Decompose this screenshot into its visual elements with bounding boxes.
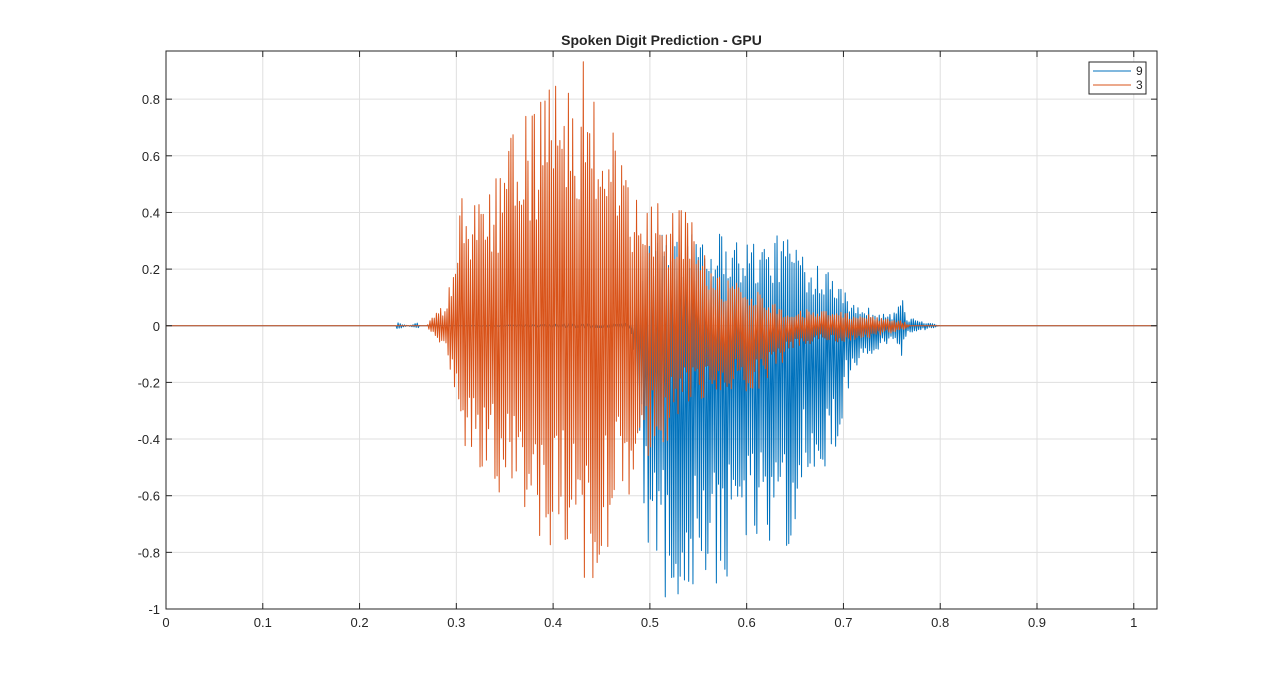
x-tick-label: 0.4 <box>544 615 562 630</box>
plot-area <box>165 50 1158 610</box>
y-tick-label: -0.8 <box>138 545 160 560</box>
x-tick-label: 0.9 <box>1028 615 1046 630</box>
y-tick-label: -0.2 <box>138 375 160 390</box>
x-tick-label: 0.7 <box>834 615 852 630</box>
x-tick-label: 0.2 <box>351 615 369 630</box>
y-tick-label: -0.4 <box>138 432 160 447</box>
x-tick-label: 0 <box>162 615 169 630</box>
x-tick-label: 0.8 <box>931 615 949 630</box>
y-tick-label: -0.6 <box>138 489 160 504</box>
y-tick-label: 0 <box>153 319 160 334</box>
x-tick-labels: 0 0.1 0.2 0.3 0.4 0.5 0.6 0.7 0.8 0.9 1 <box>162 615 1137 630</box>
y-tick-labels: -1 -0.8 -0.6 -0.4 -0.2 0 0.2 0.4 0.6 0.8 <box>138 92 160 617</box>
axes-box <box>165 50 1158 610</box>
y-tick-label: 0.2 <box>142 262 160 277</box>
series-layer <box>166 61 1157 598</box>
chart-title: Spoken Digit Prediction - GPU <box>561 32 762 48</box>
legend-label-9: 9 <box>1136 64 1143 78</box>
x-tick-label: 0.3 <box>447 615 465 630</box>
legend-label-3: 3 <box>1136 78 1143 92</box>
y-tick-label: -1 <box>148 602 160 617</box>
x-tick-label: 0.6 <box>738 615 756 630</box>
legend-box <box>1088 61 1147 95</box>
x-tick-label: 0.5 <box>641 615 659 630</box>
x-tick-label: 0.1 <box>254 615 272 630</box>
y-tick-label: 0.8 <box>142 92 160 107</box>
y-tick-label: 0.6 <box>142 149 160 164</box>
legend: 93 <box>1088 61 1147 95</box>
tick-marks <box>165 51 1157 610</box>
x-tick-label: 1 <box>1130 615 1137 630</box>
y-tick-label: 0.4 <box>142 205 160 220</box>
series-line-3 <box>166 61 1157 579</box>
